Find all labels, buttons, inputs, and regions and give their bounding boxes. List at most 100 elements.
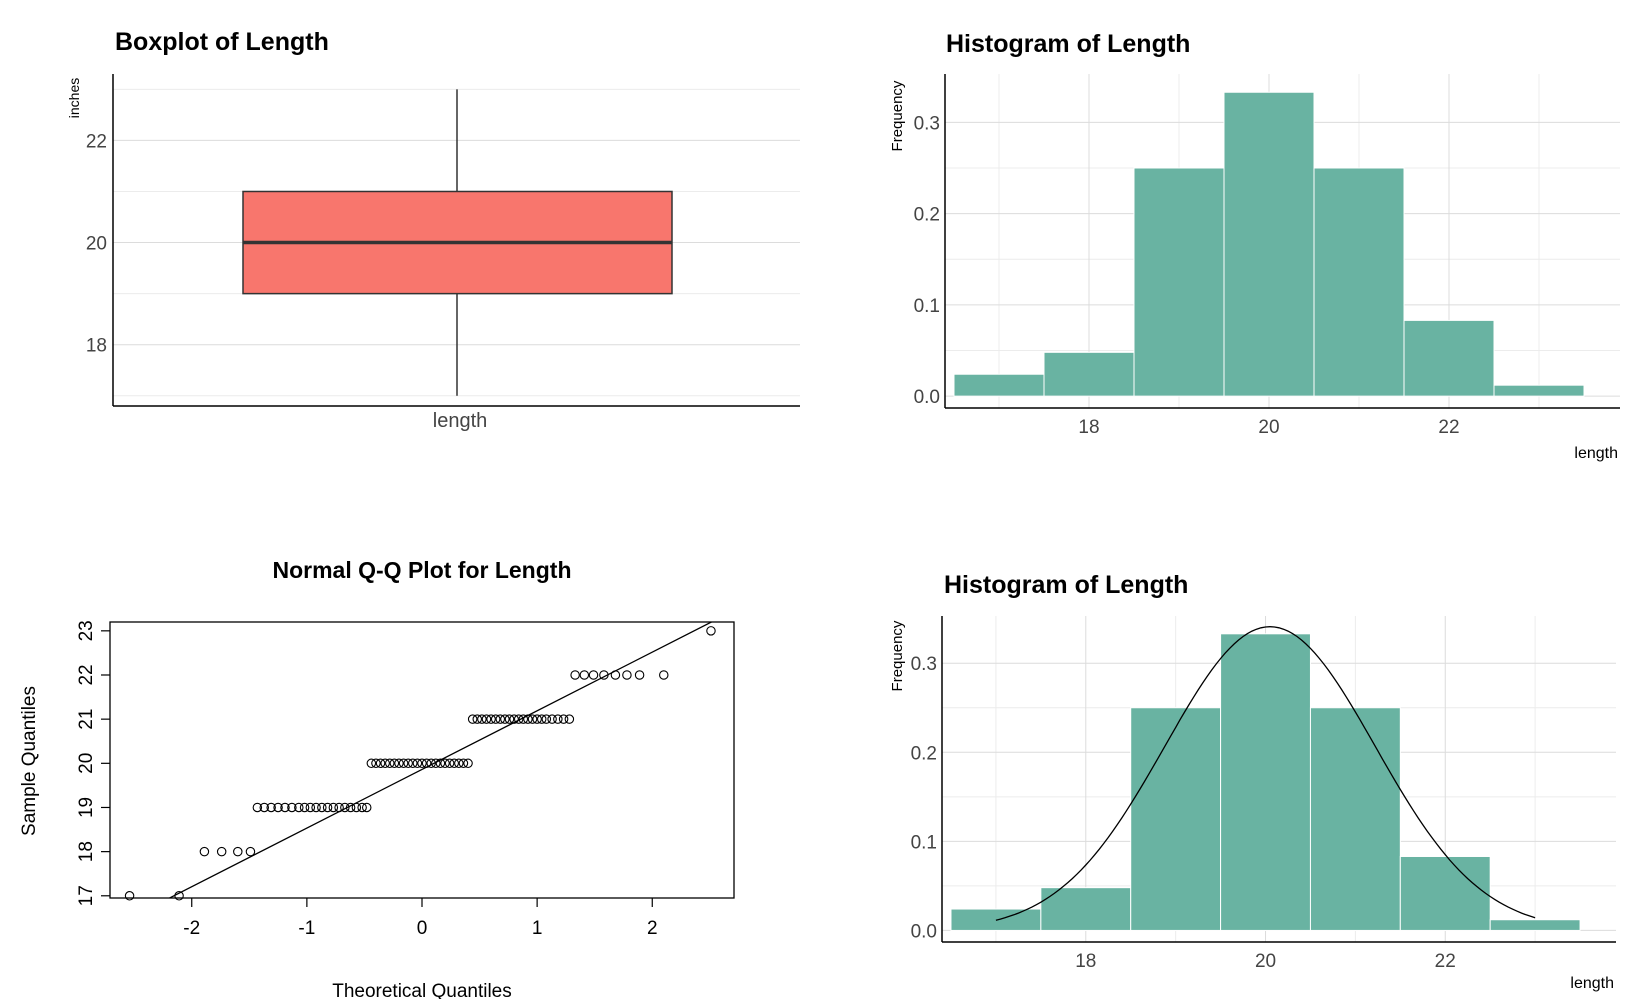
qq-point bbox=[634, 670, 645, 680]
histogram-y-tick-label: 0.2 bbox=[914, 205, 940, 226]
histogram-x-axis-label: length bbox=[1574, 445, 1618, 462]
qq-point bbox=[541, 714, 552, 724]
qq-point bbox=[527, 714, 538, 724]
qq-point bbox=[547, 714, 557, 724]
qq-point bbox=[449, 758, 459, 769]
qq-x-tick-label: -1 bbox=[298, 918, 315, 939]
histogram-density-y-tick-label: 0.1 bbox=[911, 832, 937, 853]
qq-point bbox=[345, 802, 356, 813]
boxplot-panel: Boxplot of Length inches 18 20 22 length bbox=[66, 28, 800, 432]
histogram-title: Histogram of Length bbox=[946, 30, 1190, 58]
qq-point bbox=[426, 758, 436, 769]
qq-point bbox=[622, 670, 632, 680]
histogram-y-tick-label: 0.1 bbox=[914, 296, 940, 317]
histogram-density-bar bbox=[1309, 707, 1401, 931]
histogram-density-x-axis-label: length bbox=[1570, 975, 1614, 992]
qq-point bbox=[375, 758, 386, 769]
histogram-y-tick-label: 0.3 bbox=[914, 113, 940, 134]
histogram-density-y-tick-label: 0.3 bbox=[911, 654, 937, 675]
qq-point bbox=[403, 758, 413, 769]
qq-point bbox=[417, 758, 427, 769]
histogram-density-x-tick-label: 20 bbox=[1255, 951, 1276, 972]
qq-point bbox=[385, 758, 395, 769]
qq-point bbox=[252, 802, 263, 813]
qq-point bbox=[500, 714, 510, 724]
histogram-bar bbox=[1133, 167, 1225, 397]
qq-point bbox=[659, 670, 669, 680]
qq-point bbox=[570, 670, 580, 680]
qq-point bbox=[472, 714, 483, 724]
qq-point bbox=[334, 802, 344, 813]
boxplot-y-tick-label: 18 bbox=[86, 336, 107, 357]
qq-point bbox=[490, 714, 501, 724]
qq-point bbox=[558, 714, 569, 724]
boxplot-y-tick-label: 22 bbox=[86, 131, 107, 152]
qq-point bbox=[518, 714, 529, 724]
qq-point bbox=[273, 802, 283, 813]
histogram-bar bbox=[1043, 351, 1135, 397]
qq-point bbox=[233, 846, 243, 857]
qq-x-tick-label: 1 bbox=[532, 918, 543, 939]
histogram-density-density-curve bbox=[995, 626, 1536, 921]
histogram-density-bar bbox=[1130, 707, 1222, 931]
qq-plot-frame bbox=[109, 621, 735, 899]
histogram-y-axis-label: Frequency bbox=[889, 80, 906, 151]
qq-point bbox=[588, 670, 599, 680]
qq-plot-x-axis-label: Theoretical Quantiles bbox=[332, 981, 512, 999]
qq-point bbox=[287, 802, 297, 813]
qq-point bbox=[579, 670, 590, 680]
histogram-x-tick-label: 22 bbox=[1438, 417, 1459, 438]
qq-point bbox=[467, 714, 478, 724]
qq-plot-title: Normal Q-Q Plot for Length bbox=[273, 557, 572, 583]
qq-point bbox=[553, 714, 563, 724]
qq-point bbox=[513, 714, 524, 724]
qq-point bbox=[599, 670, 609, 680]
qq-point bbox=[174, 891, 184, 901]
boxplot-y-axis-label: inches bbox=[66, 78, 82, 118]
histogram-density-x-tick-label: 18 bbox=[1075, 951, 1096, 972]
qq-point bbox=[380, 758, 390, 769]
histogram-bar bbox=[1403, 319, 1495, 397]
histogram-x-tick-label: 18 bbox=[1078, 417, 1099, 438]
qq-x-tick-label: -2 bbox=[183, 918, 200, 939]
qq-point bbox=[458, 758, 469, 769]
qq-point bbox=[366, 758, 377, 769]
qq-point bbox=[328, 802, 339, 813]
histogram-bar bbox=[953, 373, 1045, 397]
qq-point bbox=[486, 714, 496, 724]
qq-point bbox=[532, 714, 542, 724]
qq-y-tick-label: 18 bbox=[76, 841, 97, 862]
qq-point bbox=[454, 758, 464, 769]
qq-point bbox=[299, 802, 310, 813]
qq-point bbox=[444, 758, 455, 769]
qq-point bbox=[322, 802, 333, 813]
histogram-density-panel: Histogram of Length Frequency length 18 2… bbox=[889, 571, 1616, 992]
qq-y-tick-label: 19 bbox=[76, 797, 97, 818]
qq-y-tick-label: 23 bbox=[76, 620, 97, 641]
qq-plot-panel: Normal Q-Q Plot for Length Theoretical Q… bbox=[19, 557, 735, 999]
qq-point bbox=[340, 802, 350, 813]
qq-y-tick-label: 21 bbox=[76, 709, 97, 730]
histogram-density-title: Histogram of Length bbox=[944, 571, 1188, 599]
qq-point bbox=[351, 802, 362, 813]
qq-point bbox=[266, 802, 276, 813]
qq-point bbox=[435, 758, 446, 769]
qq-point bbox=[394, 758, 404, 769]
histogram-x-tick-label: 20 bbox=[1258, 417, 1279, 438]
qq-point bbox=[280, 802, 290, 813]
qq-point bbox=[199, 846, 210, 857]
qq-point bbox=[371, 758, 381, 769]
histogram-bar bbox=[1493, 384, 1585, 397]
qq-plot-y-axis-label: Sample Quantiles bbox=[19, 686, 40, 836]
histogram-density-bar bbox=[1220, 633, 1311, 931]
qq-point bbox=[477, 714, 487, 724]
qq-x-tick-label: 2 bbox=[647, 918, 658, 939]
qq-x-tick-label: 0 bbox=[417, 918, 428, 939]
qq-point bbox=[706, 626, 716, 636]
histogram-density-bar bbox=[1489, 919, 1581, 931]
histogram-density-y-tick-label: 0.2 bbox=[911, 743, 937, 764]
histogram-density-bar bbox=[1040, 887, 1132, 931]
qq-point bbox=[610, 670, 621, 680]
qq-point bbox=[495, 714, 506, 724]
